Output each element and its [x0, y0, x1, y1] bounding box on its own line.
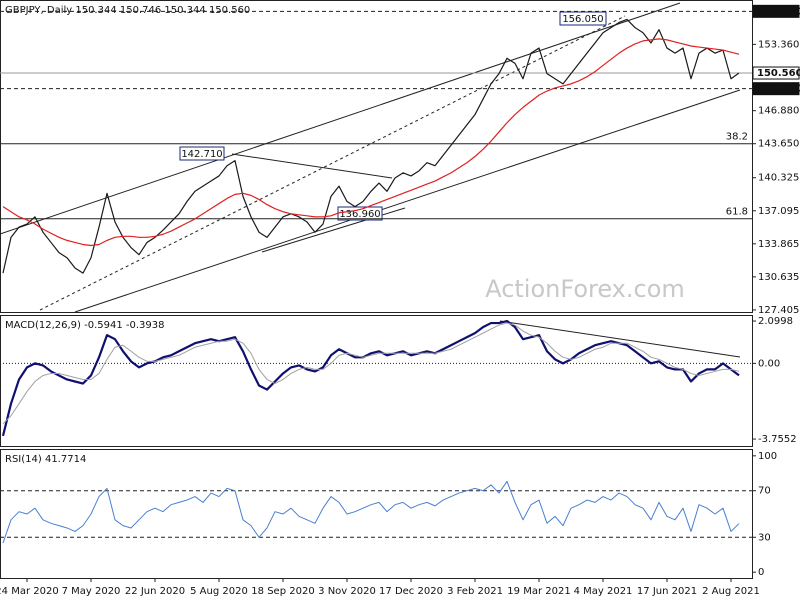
x-tick-label: 7 May 2020 — [62, 586, 121, 597]
y-tick-label: -3.7552 — [758, 434, 797, 445]
annotation: 142.710 — [181, 149, 222, 160]
y-tick-label: 127.405 — [758, 305, 799, 316]
x-tick-label: 5 Aug 2020 — [190, 586, 248, 597]
annotation-box — [179, 146, 225, 161]
y-tick-label: 70 — [758, 486, 771, 497]
series-line — [2, 322, 740, 425]
channel-middle — [39, 15, 626, 311]
x-tick-label: 3 Nov 2020 — [318, 586, 376, 597]
series-line — [2, 18, 740, 274]
y-tick-label: 130.635 — [758, 272, 799, 283]
channel-lower — [74, 89, 741, 313]
x-tick-label: 18 Sep 2020 — [251, 586, 314, 597]
x-tick-label: 2 Aug 2021 — [702, 586, 760, 597]
annotation-box — [559, 11, 607, 26]
macd-trendline — [499, 320, 741, 358]
panel-title: RSI(14) 41.7714 — [5, 454, 86, 465]
y-tick-label: 2.0998 — [758, 316, 793, 327]
level-label: 150.560 — [757, 68, 800, 79]
y-tick-label: 0.00 — [758, 358, 780, 369]
rsi-panel — [0, 449, 753, 579]
triangle-upper — [231, 153, 393, 179]
level-label: 61.8 — [726, 207, 748, 218]
level-label: 156.590 — [757, 6, 800, 17]
annotation: 136.960 — [339, 209, 380, 220]
x-tick-label: 4 May 2021 — [574, 586, 633, 597]
watermark: ActionForex.com — [485, 275, 685, 303]
level-box — [752, 82, 800, 96]
y-tick-label: 133.865 — [758, 239, 799, 250]
y-tick-label: 30 — [758, 532, 771, 543]
x-tick-label: 22 Jun 2020 — [125, 586, 185, 597]
x-tick-label: 3 Feb 2021 — [447, 586, 503, 597]
series-line — [2, 480, 740, 544]
x-tick-label: 19 Mar 2021 — [507, 586, 570, 597]
x-tick-label: 24 Mar 2020 — [0, 586, 59, 597]
series-line — [1, 319, 740, 437]
panel-title: GBPJPY, Daily 150.344 150.746 150.344 15… — [5, 5, 250, 16]
y-tick-label: 0 — [758, 567, 764, 578]
y-tick-label: 146.880 — [758, 106, 799, 117]
annotation: 156.050 — [562, 14, 603, 25]
x-tick-label: 17 Jun 2021 — [637, 586, 697, 597]
series-line — [2, 38, 740, 247]
y-tick-label: 100 — [758, 451, 777, 462]
macd-panel — [0, 315, 753, 447]
level-box — [752, 66, 800, 80]
price-panel — [0, 0, 753, 313]
panel-title: MACD(12,26,9) -0.5941 -0.3938 — [5, 320, 165, 331]
y-tick-label: 140.325 — [758, 173, 799, 184]
channel-upper — [0, 2, 681, 235]
y-tick-label: 143.650 — [758, 139, 799, 150]
level-label: 38.2 — [726, 132, 748, 143]
x-tick-label: 17 Dec 2020 — [379, 586, 443, 597]
y-tick-label: 137.095 — [758, 206, 799, 217]
y-tick-label: 153.360 — [758, 39, 799, 50]
level-label: 149.030 — [757, 84, 800, 95]
level-box — [752, 4, 800, 18]
